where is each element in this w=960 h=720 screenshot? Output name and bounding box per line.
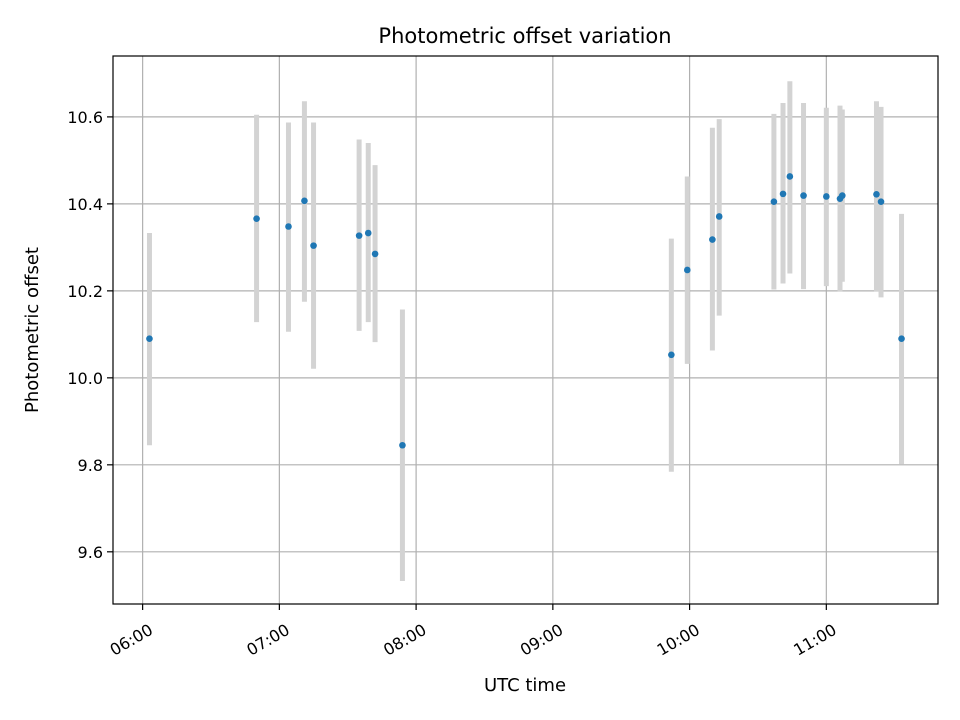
data-point bbox=[838, 192, 846, 199]
data-point bbox=[310, 242, 317, 249]
data-point bbox=[877, 198, 885, 205]
y-tick-label: 9.8 bbox=[78, 456, 103, 475]
y-axis-ticks: 9.6 9.8 10.0 10.2 10.4 10.6 bbox=[67, 108, 113, 562]
data-point bbox=[898, 335, 905, 342]
data-point bbox=[285, 223, 292, 230]
data-point bbox=[301, 197, 308, 205]
data-point bbox=[371, 250, 379, 258]
data-point bbox=[786, 173, 794, 180]
data-point bbox=[253, 215, 260, 222]
data-point bbox=[823, 193, 830, 200]
plot-area bbox=[113, 56, 938, 604]
data-point bbox=[873, 191, 880, 198]
data-points bbox=[146, 173, 905, 449]
data-point bbox=[779, 190, 787, 198]
x-axis-title: UTC time bbox=[484, 675, 566, 696]
data-point bbox=[146, 335, 153, 342]
data-point bbox=[364, 229, 372, 237]
y-tick-label: 10.2 bbox=[67, 282, 103, 301]
data-point bbox=[355, 232, 363, 239]
chart-title: Photometric offset variation bbox=[378, 24, 671, 48]
data-point bbox=[684, 266, 691, 274]
y-tick-label: 10.0 bbox=[67, 369, 103, 388]
plot-frame bbox=[112, 55, 939, 605]
data-point bbox=[770, 198, 778, 205]
gridlines bbox=[113, 56, 938, 604]
data-point bbox=[800, 192, 807, 199]
data-point bbox=[668, 351, 675, 359]
y-axis-title: Photometric offset bbox=[22, 247, 43, 413]
y-tick-label: 9.6 bbox=[78, 543, 103, 562]
data-point bbox=[709, 236, 716, 243]
y-tick-label: 10.4 bbox=[67, 195, 103, 214]
y-tick-label: 10.6 bbox=[67, 108, 103, 127]
data-point bbox=[399, 441, 406, 449]
data-point bbox=[715, 213, 723, 220]
